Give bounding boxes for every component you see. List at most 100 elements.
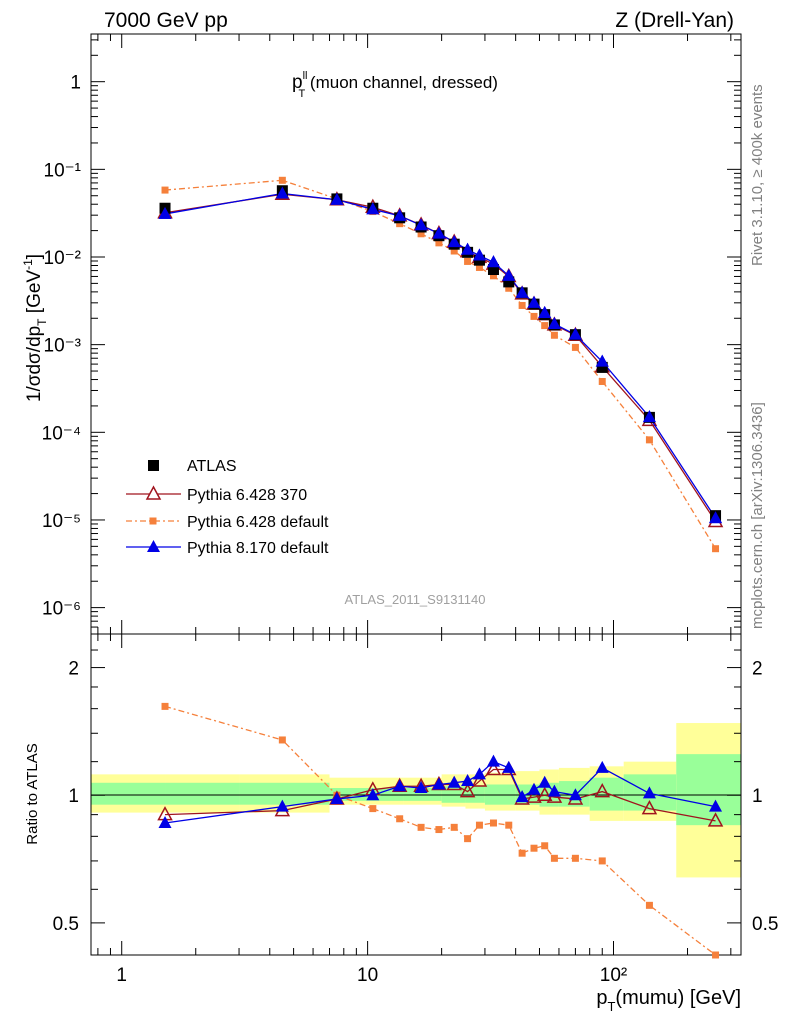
ratio-point (595, 760, 609, 773)
ratio-band-green (91, 782, 166, 805)
plot-title: pll T (muon channel, dressed) (292, 70, 498, 100)
ratio-point (459, 783, 476, 798)
ratio-line (164, 705, 716, 956)
ratio-point (450, 823, 458, 831)
data-point (505, 284, 513, 292)
data-point (489, 272, 497, 280)
ratio-point (275, 799, 289, 812)
ratio-point (641, 800, 658, 815)
ratio-band-green (165, 782, 240, 805)
header-right: Z (Drell-Yan) (615, 9, 734, 32)
top-series (157, 176, 724, 553)
rivet-label: Rivet 3.1.10, ≥ 400k events (749, 84, 766, 266)
ratio-point (161, 702, 169, 710)
data-point (432, 226, 446, 239)
data-point (366, 202, 380, 215)
ratio-band-green (403, 788, 442, 801)
data-point (472, 248, 486, 261)
ratio-point (278, 736, 286, 744)
ratio-point (447, 775, 461, 788)
data-point (645, 436, 653, 444)
data-point (571, 343, 579, 351)
data-point (541, 322, 549, 330)
data-point (464, 257, 472, 265)
data-point (158, 206, 172, 219)
data-point (595, 354, 609, 367)
x-tick-label: 10 (357, 965, 378, 986)
y-axis-label-top: 1/σdσ/dpT [GeV-1] (21, 254, 49, 402)
data-point (486, 255, 500, 268)
ratio-point (502, 760, 516, 773)
y-tick-label: 10⁻⁴ (42, 423, 81, 444)
x-axis-label: pT(mumu) [GeV] (596, 987, 741, 1014)
data-point (396, 220, 404, 228)
y-tick-label: 0.5 (53, 914, 79, 935)
ratio-line (164, 760, 716, 824)
x-tick-label: 10² (600, 965, 627, 986)
data-point (518, 301, 526, 309)
ratio-point (505, 821, 513, 829)
data-point (414, 218, 428, 231)
ratio-band-green (239, 782, 330, 805)
ratio-point (568, 788, 582, 801)
data-point (538, 305, 552, 318)
axis-ticks: 1 10 10² 1 10⁻¹ 10⁻² 10⁻³ 10⁻⁴ 10⁻⁵ 10⁻⁶ 2 2 1 1 0.5 0.… (42, 34, 778, 986)
mcplots-label: mcplots.cern.ch [arXiv:1306.3436] (749, 402, 766, 629)
legend-marker-p6-370 (145, 485, 162, 500)
legend-marker-atlas (148, 460, 159, 471)
ratio-point (571, 854, 579, 862)
data-point (530, 312, 538, 320)
ratio-point (330, 791, 344, 804)
ratio-point (707, 812, 724, 827)
data-point (393, 208, 407, 221)
y-tick-label: 10⁻³ (44, 336, 82, 357)
data-point (450, 247, 458, 255)
data-point (527, 295, 541, 308)
plot-title-rest: (muon channel, dressed) (305, 73, 498, 92)
data-point-atlas (487, 264, 499, 276)
y-tick-label-right: 0.5 (752, 914, 778, 935)
ratio-point (471, 772, 488, 787)
ratio-point (515, 790, 529, 803)
ratio-point (432, 777, 446, 790)
ratio-point (536, 786, 553, 801)
legend-label-p6-default: Pythia 6.428 default (187, 514, 329, 531)
data-point (447, 235, 461, 248)
legend: ATLAS Pythia 6.428 370 Pythia 6.428 defa… (126, 458, 329, 557)
data-point-atlas (596, 361, 608, 373)
ratio-point (435, 826, 443, 834)
ratio-point (158, 816, 172, 829)
data-point (547, 317, 561, 330)
ratio-point (485, 760, 502, 776)
y-tick-label: 10⁻² (44, 248, 82, 269)
ratio-point (369, 805, 377, 813)
data-point (550, 331, 558, 339)
ratio-point (464, 835, 472, 843)
data-point (709, 511, 723, 524)
data-point (642, 410, 656, 423)
ratio-point (489, 819, 497, 827)
ratio-point (393, 779, 407, 792)
data-point (161, 186, 169, 194)
y-tick-label-right: 1 (752, 786, 763, 807)
plot-title-sub: T (298, 88, 305, 100)
data-point (275, 186, 289, 199)
data-point (278, 176, 286, 184)
data-point (712, 545, 720, 553)
analysis-id: ATLAS_2011_S9131140 (345, 592, 486, 607)
ratio-point (526, 788, 542, 803)
data-point (598, 377, 606, 385)
y-tick-label-right: 2 (752, 659, 763, 680)
ratio-point (417, 823, 425, 831)
ratio-point (547, 784, 561, 797)
legend-marker-p8-default (147, 540, 160, 552)
ratio-point (709, 799, 723, 812)
ratio-point (475, 821, 483, 829)
ratio-point (530, 844, 538, 852)
ratio-point (527, 782, 541, 795)
ratio-point (486, 754, 500, 767)
ratio-point (461, 774, 475, 787)
ratio-band-green (676, 754, 741, 826)
plot-title-main: p (292, 72, 303, 93)
